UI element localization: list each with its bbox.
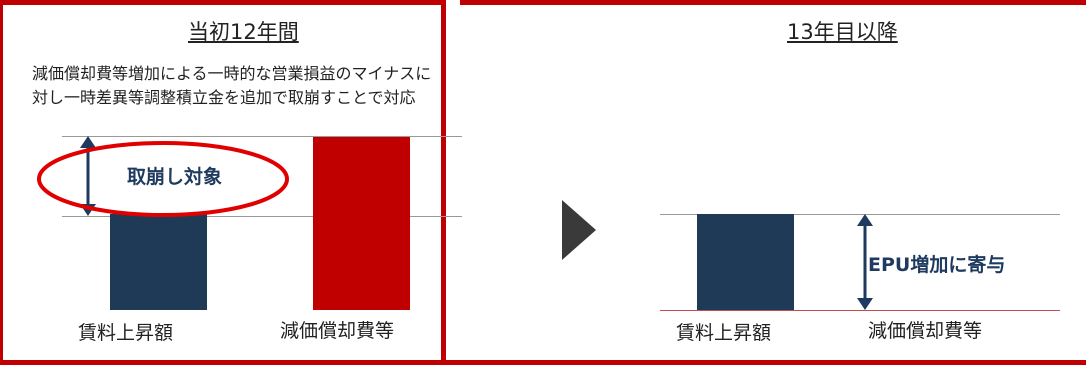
right-bar1-label: 賃料上昇額 bbox=[676, 322, 772, 344]
highlight-ellipse bbox=[37, 141, 289, 217]
left-middle-line bbox=[62, 216, 462, 217]
left-description-line2: 対し一時差異等調整積立金を追加で取崩すことで対応 bbox=[32, 88, 416, 107]
left-bar2-label: 減価償却費等 bbox=[280, 320, 395, 342]
right-triangle-arrow-icon bbox=[562, 200, 596, 260]
left-bar1-label: 賃料上昇額 bbox=[78, 322, 174, 344]
right-title: 13年目以降 bbox=[787, 20, 898, 44]
right-panel bbox=[460, 0, 1086, 365]
left-top-line bbox=[62, 136, 462, 137]
bottom-border bbox=[0, 360, 1086, 365]
vertical-double-arrow-icon bbox=[857, 214, 873, 310]
right-rent-increase-bar bbox=[697, 214, 794, 310]
left-rent-increase-bar bbox=[110, 214, 207, 310]
right-baseline bbox=[660, 310, 1060, 311]
left-depreciation-bar bbox=[313, 137, 410, 310]
right-annotation: EPU増加に寄与 bbox=[868, 254, 1006, 276]
left-annotation: 取崩し対象 bbox=[127, 166, 223, 188]
left-title: 当初12年間 bbox=[188, 20, 299, 44]
left-panel bbox=[0, 0, 446, 365]
left-description-line1: 減価償却費等増加による一時的な営業損益のマイナスに bbox=[32, 64, 432, 83]
right-top-line bbox=[660, 214, 1060, 215]
right-bar2-label: 減価償却費等 bbox=[868, 320, 983, 342]
